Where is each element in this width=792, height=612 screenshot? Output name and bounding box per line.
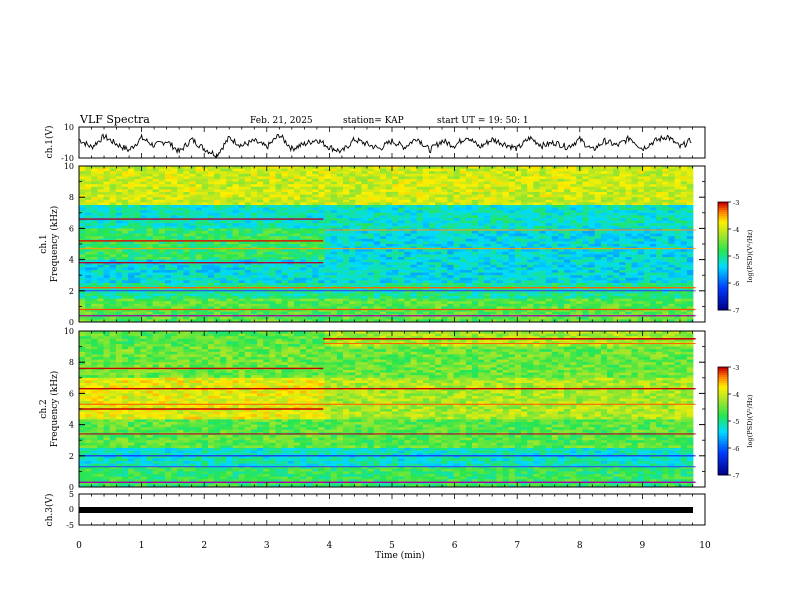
ytick-label: 6 xyxy=(69,389,74,398)
channel-1-waveform-line xyxy=(78,133,692,159)
xtick-label: 3 xyxy=(264,541,270,551)
time-axis-label: Time (min) xyxy=(375,550,425,561)
channel-2-yticks: 0 2 4 6 8 10 xyxy=(64,327,705,492)
start-time-label: start UT = 19: 50: 1 xyxy=(437,116,529,126)
channel-1-spectrogram-image xyxy=(79,166,696,323)
ytick-label: 2 xyxy=(69,452,74,461)
station-label: station= KAP xyxy=(343,116,404,126)
colorbar-label: log(PSD)(V²/Hz) xyxy=(746,394,754,447)
colorbar-tick-label: -3 xyxy=(733,364,739,372)
date-label: Feb. 21, 2025 xyxy=(250,116,313,126)
channel-3-ylabel: ch.3(V) xyxy=(44,494,55,527)
channel-1-ch-label: ch.1 xyxy=(39,234,49,253)
colorbar-tick-label: -7 xyxy=(733,472,739,480)
colorbar-tick-label: -3 xyxy=(733,199,739,207)
xtick-label: 1 xyxy=(139,541,145,551)
ytick-label: 8 xyxy=(69,358,74,367)
time-axis-ticks xyxy=(78,127,706,525)
xtick-label: 4 xyxy=(327,541,333,551)
colorbar-tick-label: -5 xyxy=(733,253,739,261)
channel-1-waveform-panel: 10 -10 ch.1(V) xyxy=(44,123,706,163)
ytick-label: 8 xyxy=(69,193,74,202)
channel-1-colorbar: -3 -4 -5 -6 -7 log(PSD)(V²/Hz) xyxy=(717,199,754,315)
channel-3-ytick-top: 5 xyxy=(69,490,74,499)
xtick-label: 8 xyxy=(577,541,583,551)
channel-3-ytick-mid: 0 xyxy=(69,505,74,514)
ytick-label: 4 xyxy=(69,421,74,430)
channel-1-ytick-bottom: -10 xyxy=(61,154,74,163)
ytick-label: 4 xyxy=(69,256,74,265)
colorbar-tick-label: -6 xyxy=(733,280,739,288)
channel-3-ytick-bottom: -5 xyxy=(66,521,74,530)
colorbar-tick-label: -7 xyxy=(733,307,739,315)
ytick-label: 10 xyxy=(64,162,74,171)
colorbar-tick-label: -5 xyxy=(733,418,739,426)
colorbar-tick-label: -6 xyxy=(733,445,739,453)
colorbar-label: log(PSD)(V²/Hz) xyxy=(746,229,754,282)
xtick-label: 5 xyxy=(389,541,395,551)
colorbar-tick-label: -4 xyxy=(733,226,739,234)
channel-1-ytick-top: 10 xyxy=(64,123,74,132)
ytick-label: 6 xyxy=(69,224,74,233)
ytick-label: 10 xyxy=(64,327,74,336)
xtick-label: 6 xyxy=(452,541,458,551)
time-axis-tick-labels: 0 1 2 3 4 5 6 7 8 9 10 xyxy=(76,541,711,551)
channel-3-waveform-panel: 5 0 -5 ch.3(V) xyxy=(44,490,706,530)
channel-3-waveform-band xyxy=(79,507,693,513)
xtick-label: 9 xyxy=(640,541,646,551)
channel-2-spectrogram-image xyxy=(79,331,696,488)
ytick-label: 0 xyxy=(69,483,74,492)
channel-1-frequency-label: Frequency (kHz) xyxy=(49,206,60,283)
channel-1-yticks: 0 2 4 6 8 10 xyxy=(64,162,705,327)
channel-2-spectrogram-panel: 0 2 4 6 8 10 ch.2 Frequency (kHz) xyxy=(39,327,706,492)
channel-2-frequency-label: Frequency (kHz) xyxy=(49,371,60,448)
xtick-label: 0 xyxy=(76,541,82,551)
xtick-label: 2 xyxy=(201,541,207,551)
xtick-label: 10 xyxy=(699,541,711,551)
channel-2-ch-label: ch.2 xyxy=(39,399,49,418)
xtick-label: 7 xyxy=(514,541,520,551)
colorbar-tick-label: -4 xyxy=(733,391,739,399)
channel-1-waveform-frame xyxy=(78,126,706,159)
channel-2-colorbar: -3 -4 -5 -6 -7 log(PSD)(V²/Hz) xyxy=(717,364,754,480)
ytick-label: 2 xyxy=(69,287,74,296)
channel-1-ylabel: ch.1(V) xyxy=(44,126,55,159)
figure-title: VLF Spectra xyxy=(79,113,150,126)
ytick-label: 0 xyxy=(69,318,74,327)
channel-1-spectrogram-panel: 0 2 4 6 8 10 ch.1 Frequency (kHz) xyxy=(39,162,706,327)
